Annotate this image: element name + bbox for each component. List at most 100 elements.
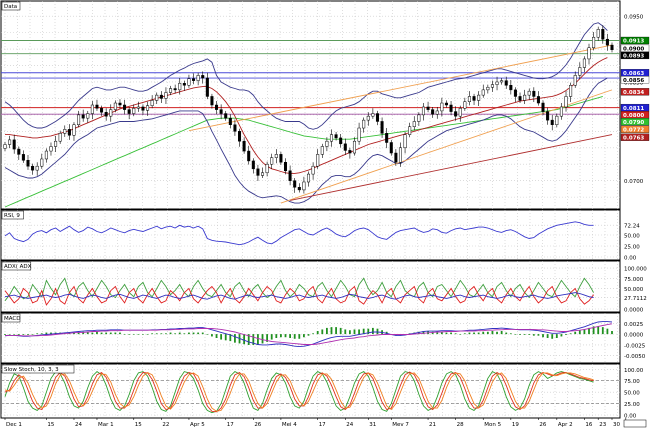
macd-histogram-bar: [316, 331, 319, 335]
macd-histogram-bar: [358, 329, 360, 335]
macd-histogram-bar: [454, 333, 457, 335]
svg-text:0.0913: 0.0913: [623, 39, 644, 45]
candlestick: [408, 122, 412, 138]
candlestick: [587, 43, 591, 65]
candlestick: [21, 150, 25, 163]
candlestick: [265, 161, 269, 177]
candlestick: [169, 85, 173, 96]
candlestick: [523, 89, 527, 105]
macd-histogram-bar: [109, 332, 112, 335]
rsi-series-line: [4, 221, 594, 246]
macd-histogram-bar: [215, 334, 218, 338]
candlestick: [224, 110, 228, 121]
macd-histogram-bar: [422, 331, 425, 335]
candlestick: [49, 142, 53, 156]
x-tick-label: 30: [613, 422, 620, 428]
panel-title: Data: [4, 4, 17, 10]
macd-histogram-bar: [280, 334, 282, 338]
candlestick: [293, 178, 297, 193]
adx-series-line: [4, 285, 594, 306]
macd-histogram-bar: [197, 332, 200, 335]
price-level-label: 0.0913: [620, 36, 650, 45]
macd-histogram-bar: [417, 331, 420, 335]
candlestick: [458, 105, 462, 122]
y-tick-label: 0.00: [624, 414, 637, 420]
macd-histogram-bar: [371, 327, 374, 335]
macd-histogram-bar: [266, 334, 269, 342]
candlestick: [219, 104, 223, 120]
y-tick-label: 100.00: [624, 368, 644, 374]
candlestick: [449, 101, 453, 116]
candlestick: [592, 31, 596, 51]
macd-histogram-bar: [188, 332, 190, 335]
macd-histogram-bar: [252, 334, 255, 345]
adx-panel: 100.000 75.000 50.000 27.7112 0.0000 ADX( ADX: [0, 260, 647, 314]
svg-text:0.0790: 0.0790: [623, 120, 644, 126]
price-panel: 0.0950 0.0850 0.0800 0.0700 Data 0.0913 0.0900…: [0, 0, 650, 210]
candlestick: [302, 176, 306, 194]
candlestick: [426, 101, 430, 113]
y-tick-label: 100.000: [624, 267, 647, 273]
candlestick: [564, 91, 568, 112]
x-axis: Dec 1 15 24 Mar 1 15 22 Apr 5 17 26 Mei 4 17 24 31 Me…: [1, 417, 643, 428]
candlestick: [371, 108, 375, 119]
candlestick: [141, 104, 145, 115]
candlestick: [421, 103, 425, 121]
macd-histogram-bar: [546, 334, 549, 338]
adx-frame: [0, 260, 621, 313]
macd-histogram-bar: [100, 332, 103, 335]
macd-histogram-bar: [4, 334, 6, 335]
y-tick-label: 75.00: [624, 379, 640, 385]
candlestick: [72, 122, 76, 141]
macd-histogram-bar: [537, 334, 540, 336]
y-tick-label: 27.7112: [624, 296, 647, 302]
macd-histogram-bar: [523, 334, 526, 335]
macd-histogram-bar: [509, 333, 512, 335]
adx-series-line: [4, 292, 594, 300]
macd-histogram-bar: [73, 332, 75, 335]
stoch-panel: 100.00 75.00 50.00 25.00 0.00 Slow Stoch, 10,…: [0, 363, 644, 420]
candlestick: [541, 100, 545, 116]
candlestick: [67, 124, 71, 140]
macd-histogram-bar: [155, 333, 158, 335]
macd-histogram-bar: [601, 327, 604, 335]
panel-title-box: [1, 313, 21, 323]
svg-text:0.0834: 0.0834: [623, 90, 644, 96]
macd-histogram-bar: [325, 327, 328, 335]
candlestick: [178, 78, 182, 95]
candlestick: [481, 84, 485, 98]
candlestick: [251, 158, 255, 174]
candlestick: [150, 95, 154, 109]
macd-histogram-bar: [459, 334, 462, 335]
candlestick: [444, 100, 448, 108]
x-tick-label: Mei 4: [282, 422, 297, 428]
candlestick: [40, 153, 44, 169]
candlestick: [279, 151, 283, 165]
macd-histogram-bar: [77, 332, 80, 335]
candlestick: [518, 92, 522, 104]
macd-histogram-bar: [431, 331, 434, 335]
candlestick: [247, 145, 251, 165]
macd-histogram-bar: [293, 334, 296, 339]
y-tick-label: 72.24: [624, 224, 640, 230]
macd-histogram-bar: [183, 333, 186, 335]
x-tick-label: 26: [254, 422, 261, 428]
price-level-label: 0.0863: [620, 69, 650, 77]
candlestick: [159, 91, 163, 104]
candlestick: [187, 74, 191, 88]
svg-text:0.0772: 0.0772: [623, 128, 644, 134]
y-tick-label: 0.0850: [624, 80, 644, 86]
macd-histogram-bar: [312, 333, 314, 335]
candlestick: [63, 125, 67, 137]
svg-text:0.0863: 0.0863: [623, 71, 644, 77]
candlestick: [238, 128, 242, 147]
candlestick: [495, 76, 499, 91]
panel-title: ADX( ADX: [4, 264, 32, 270]
macd-histogram-bar: [542, 334, 544, 338]
candlestick: [132, 104, 136, 117]
candlestick: [261, 167, 265, 179]
candlestick: [90, 101, 94, 120]
candlestick: [472, 93, 476, 105]
candlestick: [555, 113, 559, 128]
